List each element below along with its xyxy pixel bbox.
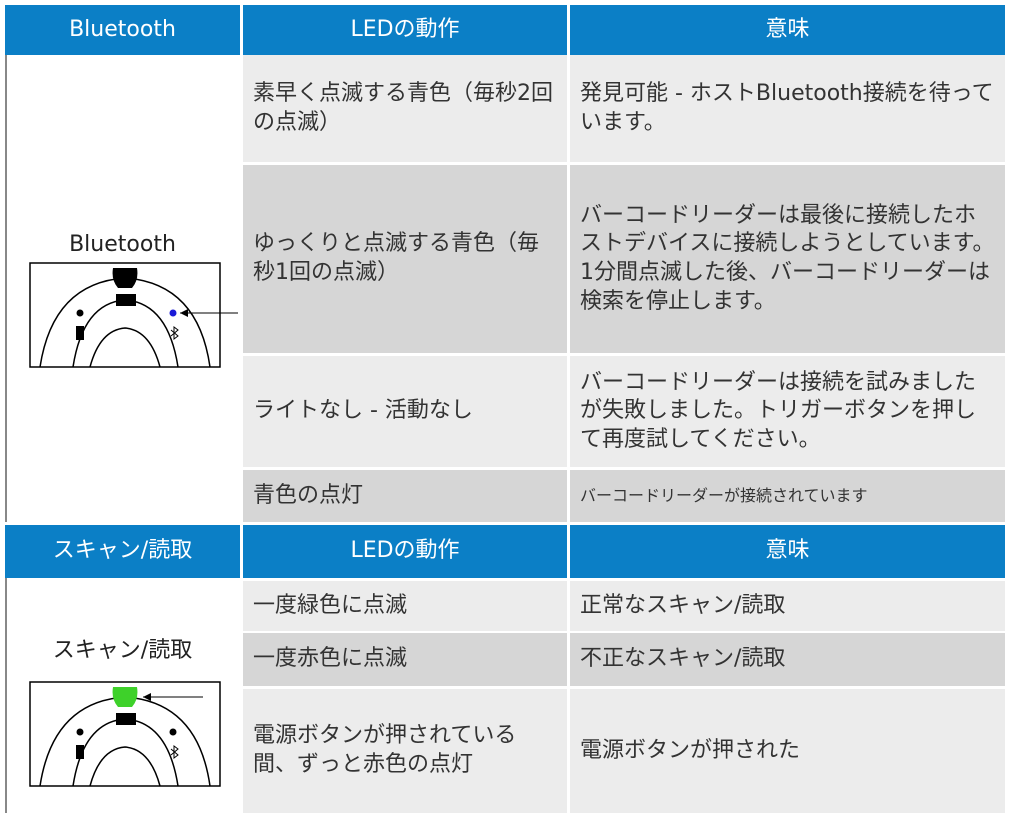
meaning-cell: バーコードリーダーは接続を試みましたが失敗しました。トリガーボタンを押して再度試… [570, 356, 1005, 467]
image-label: スキャン/読取 [52, 638, 193, 663]
header-cell: 意味 [570, 5, 1005, 55]
scanner-illustration [29, 681, 221, 787]
header-cell: LEDの動作 [243, 525, 567, 578]
meaning-cell: 不正なスキャン/読取 [570, 633, 1005, 686]
meaning-cell: 電源ボタンが押された [570, 689, 1005, 813]
header-cell: スキャン/読取 [5, 525, 240, 578]
header-cell: LEDの動作 [243, 5, 567, 55]
action-cell: 青色の点灯 [243, 470, 567, 522]
meaning-cell: 発見可能 - ホストBluetooth接続を待っています。 [570, 55, 1005, 162]
scanner-illustration [29, 262, 238, 368]
image-label: Bluetooth [69, 232, 176, 257]
action-cell: 一度緑色に点滅 [243, 581, 567, 631]
action-cell: 素早く点滅する青色（毎秒2回の点滅） [243, 55, 567, 162]
header-cell: Bluetooth [5, 5, 240, 55]
meaning-cell: バーコードリーダーは最後に接続したホストデバイスに接続しようとしています。1分間… [570, 165, 1005, 353]
meaning-cell: バーコードリーダーが接続されています [570, 470, 1005, 522]
header-cell: 意味 [570, 525, 1005, 578]
action-cell: 電源ボタンが押されている間、ずっと赤色の点灯 [243, 689, 567, 813]
action-cell: ゆっくりと点滅する青色（毎秒1回の点滅） [243, 165, 567, 353]
meaning-cell: 正常なスキャン/読取 [570, 581, 1005, 631]
action-cell: 一度赤色に点滅 [243, 633, 567, 686]
action-cell: ライトなし - 活動なし [243, 356, 567, 467]
